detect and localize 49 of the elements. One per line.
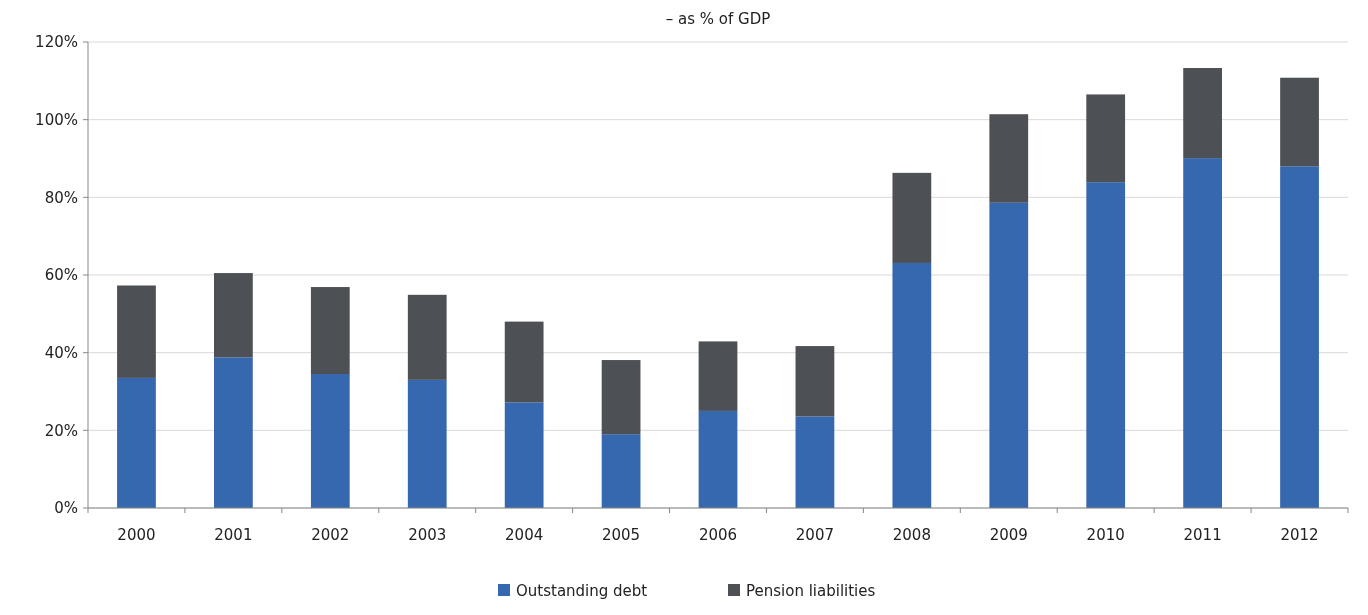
x-tick-label: 2011 [1183, 526, 1222, 544]
chart-title: – as % of GDP [665, 10, 771, 28]
bar [698, 341, 738, 411]
bar [698, 410, 738, 508]
x-tick-label: 2004 [505, 526, 544, 544]
legend-label: Pension liabilities [746, 582, 876, 600]
bar [504, 402, 544, 508]
bar [892, 172, 932, 263]
bar [1183, 158, 1222, 508]
x-tick-label: 2005 [601, 526, 641, 544]
bar [1086, 94, 1126, 183]
bar [407, 294, 447, 380]
y-tick-label: 80% [44, 188, 78, 207]
y-tick-label: 40% [44, 343, 78, 362]
x-tick-label: 2006 [698, 526, 738, 544]
x-tick-label: 2008 [892, 526, 931, 544]
y-tick-label: 100% [35, 110, 78, 129]
x-tick-label: 2010 [1086, 526, 1125, 544]
bar [601, 434, 641, 508]
x-tick-label: 2007 [795, 526, 835, 544]
y-tick-label: 60% [44, 266, 78, 285]
bar [892, 262, 932, 508]
y-tick-label: 0% [54, 499, 78, 518]
x-tick-label: 2002 [311, 526, 350, 544]
bar [214, 273, 253, 358]
bar [407, 379, 447, 508]
y-tick-label: 120% [35, 33, 78, 52]
bar [989, 114, 1029, 203]
bar [117, 285, 156, 378]
bar [989, 202, 1029, 508]
bar [310, 287, 350, 375]
x-tick-label: 2003 [408, 526, 447, 544]
bar [310, 374, 350, 508]
bar [214, 357, 253, 508]
bar [1086, 182, 1126, 508]
bar [601, 360, 641, 435]
bar [504, 321, 544, 403]
x-tick-label: 2000 [117, 526, 156, 544]
legend-label: Outstanding debt [516, 582, 648, 600]
x-tick-label: 2001 [214, 526, 253, 544]
y-tick-label: 20% [44, 421, 78, 440]
bar [117, 377, 156, 508]
x-tick-label: 2012 [1280, 526, 1319, 544]
bar [795, 416, 835, 508]
x-tick-label: 2009 [989, 526, 1028, 544]
bar [1280, 166, 1319, 508]
bar [795, 346, 835, 417]
bar [1280, 77, 1319, 167]
bar [1183, 68, 1222, 159]
